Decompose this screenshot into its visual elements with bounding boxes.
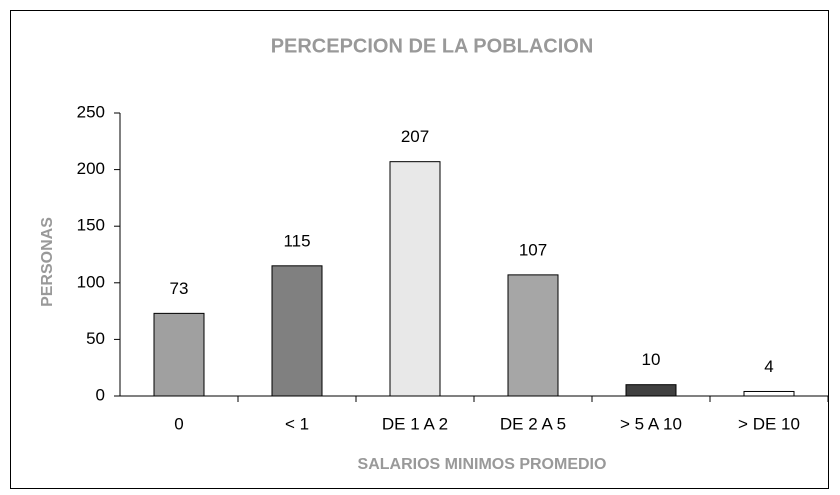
y-tick-label: 50: [86, 329, 105, 348]
value-label: 73: [170, 279, 189, 298]
y-tick-label: 0: [96, 385, 105, 404]
y-tick-label: 150: [77, 216, 105, 235]
y-axis-label: PERSONAS: [39, 217, 56, 307]
bar: [507, 274, 559, 397]
bar: [625, 384, 677, 397]
y-tick-label: 250: [77, 102, 105, 121]
x-tick-label: > 5 A 10: [620, 414, 682, 433]
bar: [153, 312, 205, 397]
x-tick-label: < 1: [285, 414, 309, 433]
y-tick-label: 100: [77, 272, 105, 291]
bar: [743, 390, 795, 397]
value-label: 10: [642, 350, 661, 369]
value-label: 4: [764, 357, 773, 376]
y-tick-label: 200: [77, 159, 105, 178]
bar: [271, 265, 323, 397]
x-tick-label: DE 2 A 5: [500, 414, 566, 433]
bar: [389, 161, 441, 397]
x-tick-label: DE 1 A 2: [382, 414, 448, 433]
value-label: 115: [283, 231, 310, 250]
x-tick-label: 0: [174, 414, 183, 433]
value-label: 207: [401, 127, 429, 146]
x-axis-label: SALARIOS MINIMOS PROMEDIO: [358, 456, 607, 473]
x-tick-label: > DE 10: [738, 414, 800, 433]
value-label: 107: [519, 240, 547, 259]
chart-title: PERCEPCION DE LA POBLACION: [271, 35, 594, 57]
